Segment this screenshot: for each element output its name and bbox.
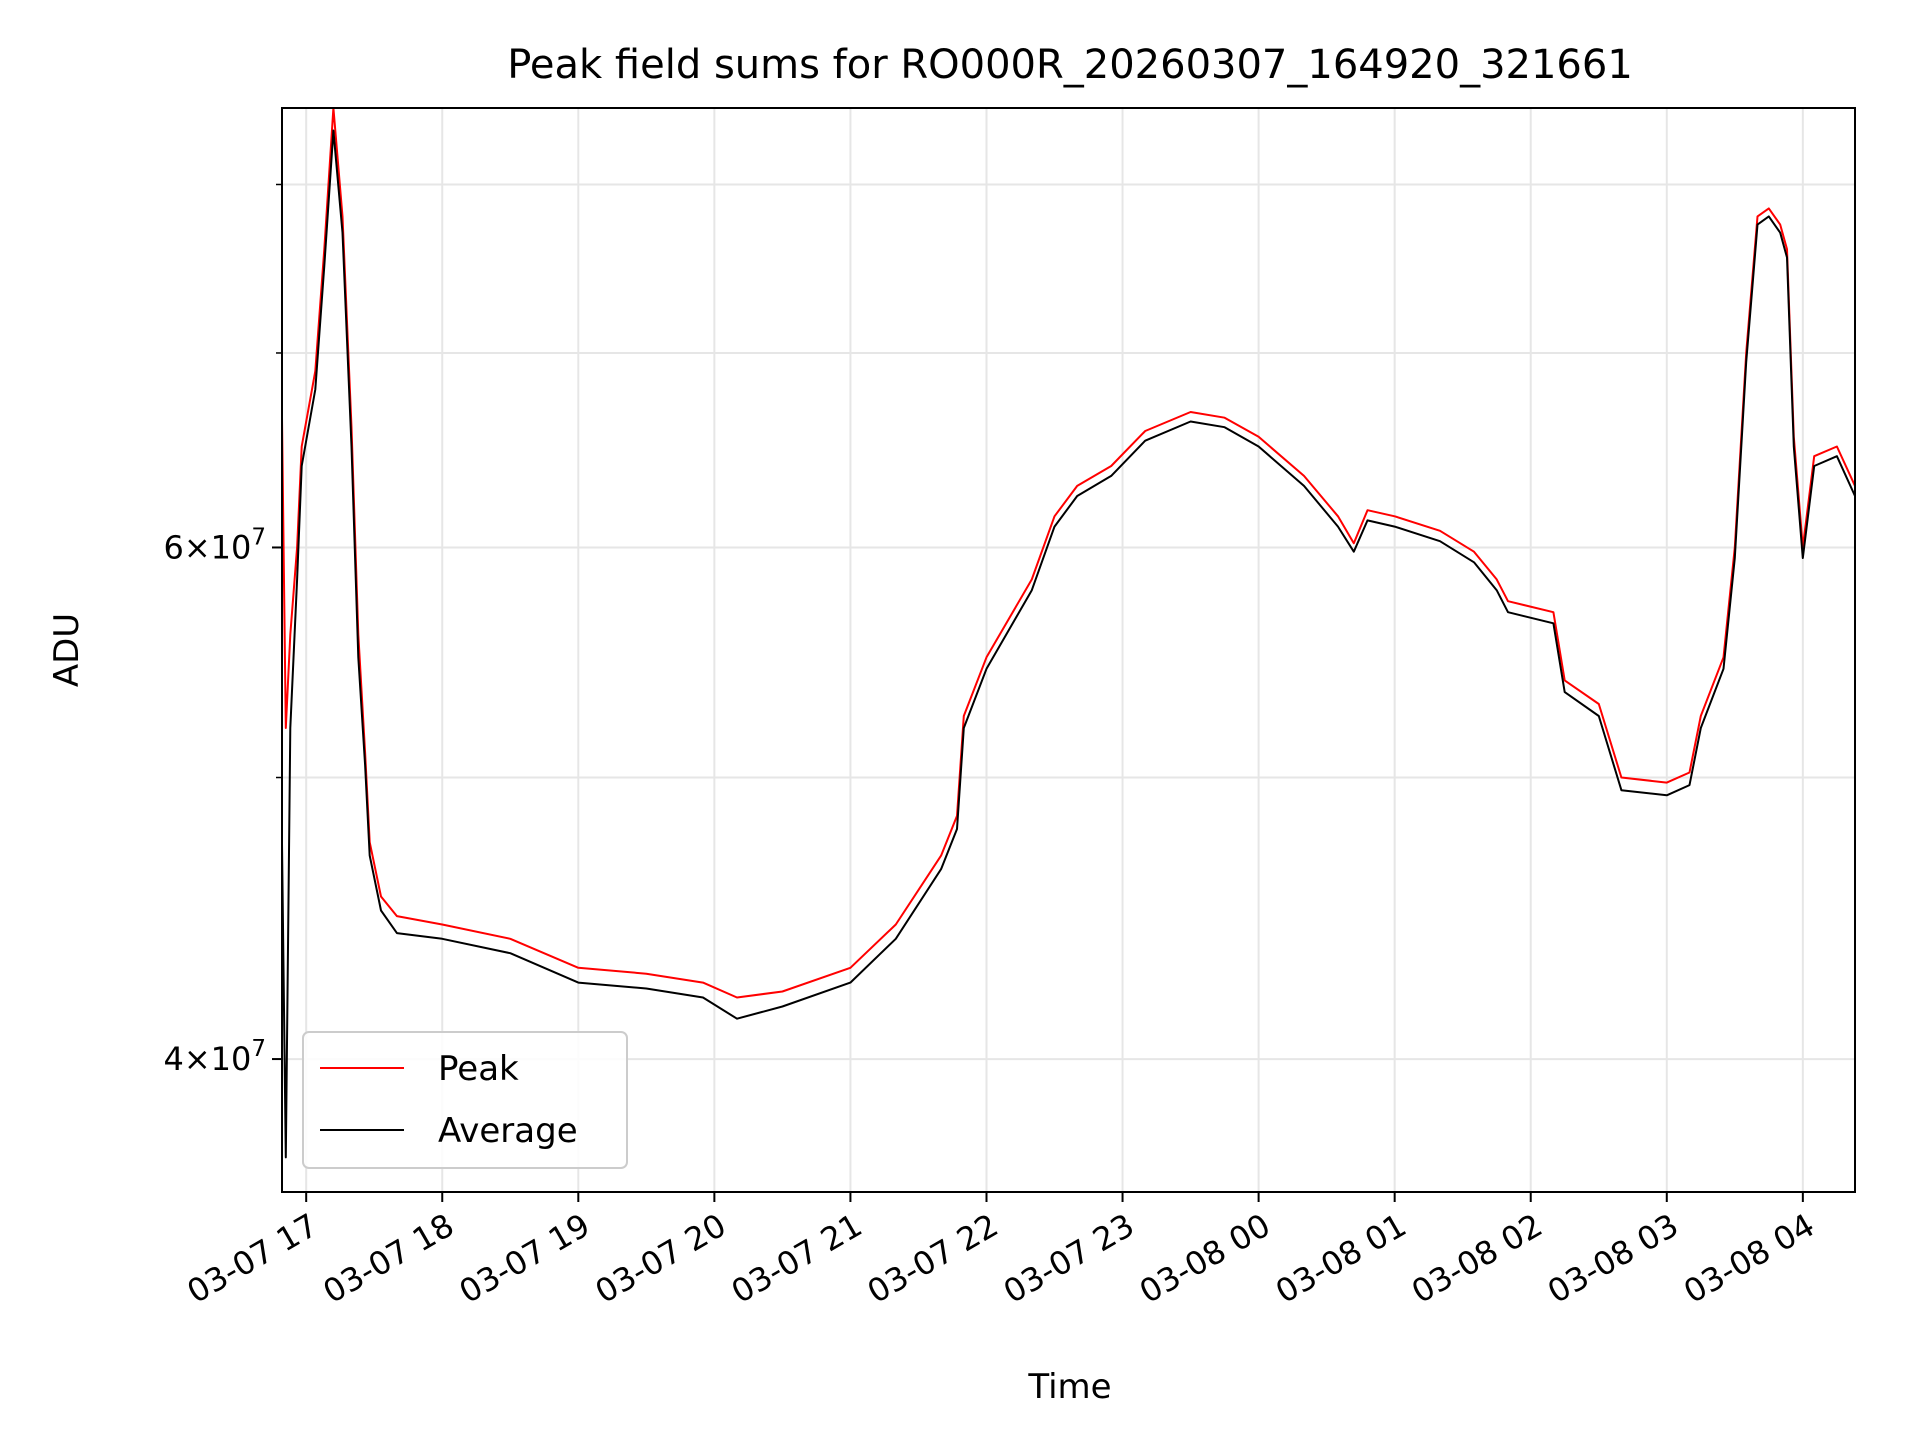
legend: Peak Average bbox=[302, 1031, 628, 1169]
x-axis-label: Time bbox=[1027, 1367, 1111, 1407]
series-line-peak bbox=[282, 108, 1855, 999]
legend-label-average: Average bbox=[438, 1111, 578, 1151]
y-tick-label: 4×107 bbox=[163, 1036, 266, 1078]
y-axis: 4×107 6×107 bbox=[163, 183, 282, 1078]
legend-box bbox=[302, 1031, 628, 1169]
y-axis-label: ADU bbox=[47, 613, 87, 687]
grid bbox=[282, 108, 1855, 1192]
series-line-average bbox=[282, 129, 1855, 1159]
y-tick-label: 6×107 bbox=[163, 524, 266, 566]
series-group bbox=[282, 108, 1855, 1159]
legend-label-peak: Peak bbox=[438, 1049, 519, 1089]
plot-frame bbox=[281, 107, 1856, 1193]
chart-title: Peak field sums for RO000R_20260307_1649… bbox=[507, 42, 1633, 88]
